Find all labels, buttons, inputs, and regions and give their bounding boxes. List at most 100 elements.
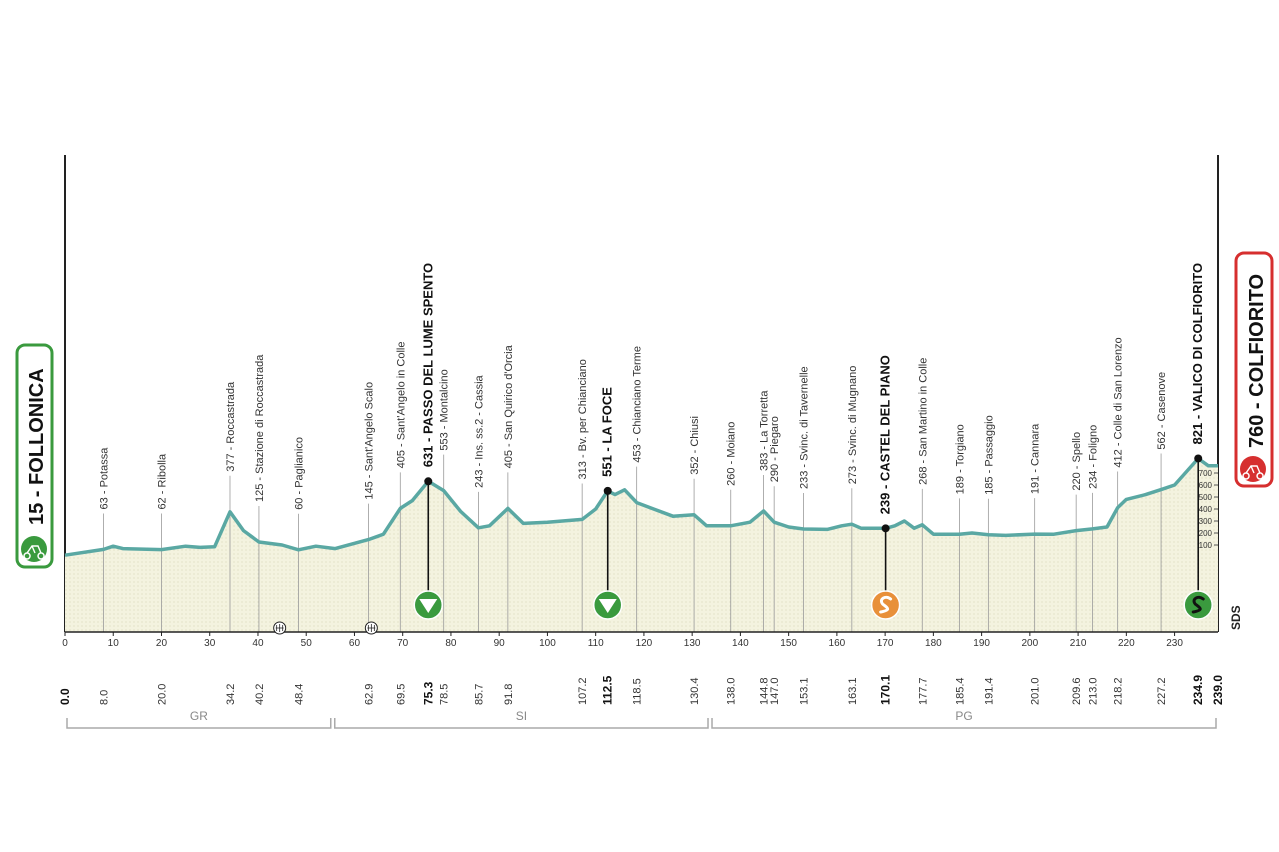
km-label: 218.2 (1113, 677, 1125, 705)
km-label: 177.7 (917, 677, 929, 705)
x-tick-label: 80 (445, 638, 457, 649)
km-label: 201.0 (1030, 677, 1042, 705)
km-label: 91.8 (503, 684, 515, 705)
climb-dot (881, 524, 890, 533)
km-label: 153.1 (799, 677, 811, 705)
km-label: 147.0 (769, 677, 781, 705)
feed-zone-grid (367, 624, 376, 632)
waypoint-name: 125 - Stazione di Roccastrada (254, 354, 266, 502)
km-label: 213.0 (1088, 677, 1100, 705)
feed-zone-grid (275, 624, 284, 632)
region-label: GR (190, 709, 208, 723)
finish-label: 760 - COLFIORITO (1246, 274, 1268, 448)
y-tick-label: 600 (1199, 481, 1213, 490)
start-bike (23, 545, 45, 560)
km-label: 209.6 (1071, 677, 1083, 705)
km-label: 107.2 (577, 677, 589, 705)
km-label: 234.9 (1191, 675, 1205, 705)
region-bracket (711, 718, 1217, 729)
gpm-triangle (598, 599, 617, 613)
y-tick-label: 700 (1199, 469, 1213, 478)
km-label: 185.4 (954, 677, 966, 705)
feed-zone (273, 621, 287, 635)
km-label: 227.2 (1156, 677, 1168, 705)
finish-box (1234, 251, 1274, 488)
x-tick-label: 220 (1118, 638, 1135, 649)
waypoint-name: 412 - Colle di San Lorenzo (1113, 337, 1125, 467)
waypoint-name: 631 - PASSO DEL LUME SPENTO (420, 263, 435, 467)
km-label: 138.0 (726, 677, 738, 705)
x-tick-label: 190 (973, 638, 990, 649)
km-label: 239.0 (1211, 675, 1225, 705)
profile-area-dots (65, 458, 1218, 632)
km-label: 62.9 (363, 684, 375, 705)
x-tick-label: 120 (636, 638, 653, 649)
km-label: 191.4 (983, 677, 995, 705)
waypoint-name: 234 - Foligno (1088, 425, 1100, 489)
feed-zone (364, 621, 378, 635)
km-label: 75.3 (421, 681, 435, 705)
finish-bike (1242, 465, 1264, 480)
waypoint-name: 239 - CASTEL DEL PIANO (878, 355, 893, 514)
x-tick-label: 50 (301, 638, 313, 649)
y-tick-label: 100 (1199, 541, 1213, 550)
waypoint-name: 145 - Sant'Angelo Scalo (363, 382, 375, 500)
climb-dot (1194, 454, 1203, 463)
y-tick-label: 400 (1199, 505, 1213, 514)
waypoint-name: 313 - Bv. per Chianciano (577, 359, 589, 479)
x-tick-label: 110 (588, 638, 604, 649)
sprint-s (1191, 595, 1205, 614)
km-label: 163.1 (847, 677, 859, 705)
waypoint-name: 191 - Cannara (1030, 423, 1042, 494)
x-tick-label: 0 (62, 638, 68, 649)
region-bracket (333, 718, 709, 729)
km-label: 34.2 (225, 684, 237, 705)
km-label: 144.8 (759, 677, 771, 705)
y-tick-label: 300 (1199, 517, 1213, 526)
km-label: 170.1 (879, 675, 893, 705)
x-tick-label: 230 (1166, 638, 1183, 649)
waypoint-name: 260 - Moiano (726, 422, 738, 486)
x-tick-label: 180 (925, 638, 942, 649)
waypoint-name: 377 - Roccastrada (225, 381, 237, 472)
region-label: SI (516, 709, 527, 723)
waypoint-name: 233 - Svinc. di Tavernelle (799, 366, 811, 489)
km-label: 118.5 (632, 678, 644, 705)
y-tick-label: 200 (1199, 529, 1213, 538)
x-tick-label: 150 (780, 638, 797, 649)
waypoint-name: 562 - Casenove (1156, 372, 1168, 450)
km-label: 8.0 (99, 690, 111, 705)
x-tick-label: 90 (494, 638, 506, 649)
x-tick-label: 60 (349, 638, 361, 649)
waypoint-name: 62 - Ribolla (156, 453, 168, 510)
waypoint-name: 268 - San Martino in Colle (917, 358, 929, 485)
waypoint-name: 553 - Montalcino (439, 369, 451, 450)
waypoint-name: 63 - Potassa (99, 447, 111, 510)
km-label: 69.5 (395, 684, 407, 705)
waypoint-name: 352 - Chiusi (689, 416, 701, 475)
waypoint-name: 220 - Spello (1071, 432, 1083, 491)
x-tick-label: 210 (1070, 638, 1087, 649)
gpm-triangle (419, 599, 438, 613)
waypoint-name: 453 - Chianciano Terme (632, 346, 644, 463)
x-tick-label: 20 (156, 638, 168, 649)
x-tick-label: 130 (684, 638, 701, 649)
km-label: 48.4 (293, 684, 305, 705)
x-tick-label: 30 (204, 638, 216, 649)
region-label: PG (955, 709, 972, 723)
climb-dot (603, 486, 612, 495)
x-tick-label: 40 (252, 638, 264, 649)
km-label: 85.7 (473, 684, 485, 705)
km-label: 0.0 (58, 688, 72, 705)
sprint-s (879, 595, 893, 614)
waypoint-name: 290 - Piegaro (769, 416, 781, 482)
x-tick-label: 100 (539, 638, 556, 649)
region-bracket (66, 718, 332, 729)
waypoint-name: 405 - San Quirico d'Orcia (503, 344, 515, 468)
waypoint-name: 821 - VALICO DI COLFIORITO (1190, 263, 1205, 445)
km-label: 78.5 (439, 684, 451, 705)
profile-line (64, 456, 1218, 557)
start-box (15, 343, 54, 569)
